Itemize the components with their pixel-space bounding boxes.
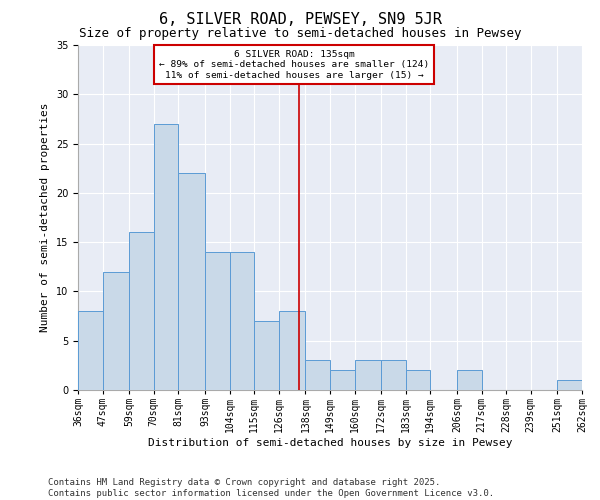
Bar: [103, 272, 129, 390]
Bar: [406, 370, 430, 390]
Bar: [381, 360, 406, 390]
Text: 6, SILVER ROAD, PEWSEY, SN9 5JR: 6, SILVER ROAD, PEWSEY, SN9 5JR: [158, 12, 442, 28]
Bar: [205, 252, 230, 390]
Bar: [279, 311, 305, 390]
Bar: [154, 124, 178, 390]
Y-axis label: Number of semi-detached properties: Number of semi-detached properties: [40, 103, 50, 332]
Text: Contains HM Land Registry data © Crown copyright and database right 2025.
Contai: Contains HM Land Registry data © Crown c…: [48, 478, 494, 498]
Bar: [254, 321, 279, 390]
X-axis label: Distribution of semi-detached houses by size in Pewsey: Distribution of semi-detached houses by …: [148, 438, 512, 448]
Bar: [330, 370, 355, 390]
Bar: [178, 173, 205, 390]
Bar: [129, 232, 154, 390]
Bar: [305, 360, 330, 390]
Bar: [78, 311, 103, 390]
Bar: [457, 370, 482, 390]
Text: Size of property relative to semi-detached houses in Pewsey: Size of property relative to semi-detach…: [79, 28, 521, 40]
Bar: [557, 380, 582, 390]
Text: 6 SILVER ROAD: 135sqm
← 89% of semi-detached houses are smaller (124)
11% of sem: 6 SILVER ROAD: 135sqm ← 89% of semi-deta…: [159, 50, 430, 80]
Bar: [230, 252, 254, 390]
Bar: [355, 360, 381, 390]
